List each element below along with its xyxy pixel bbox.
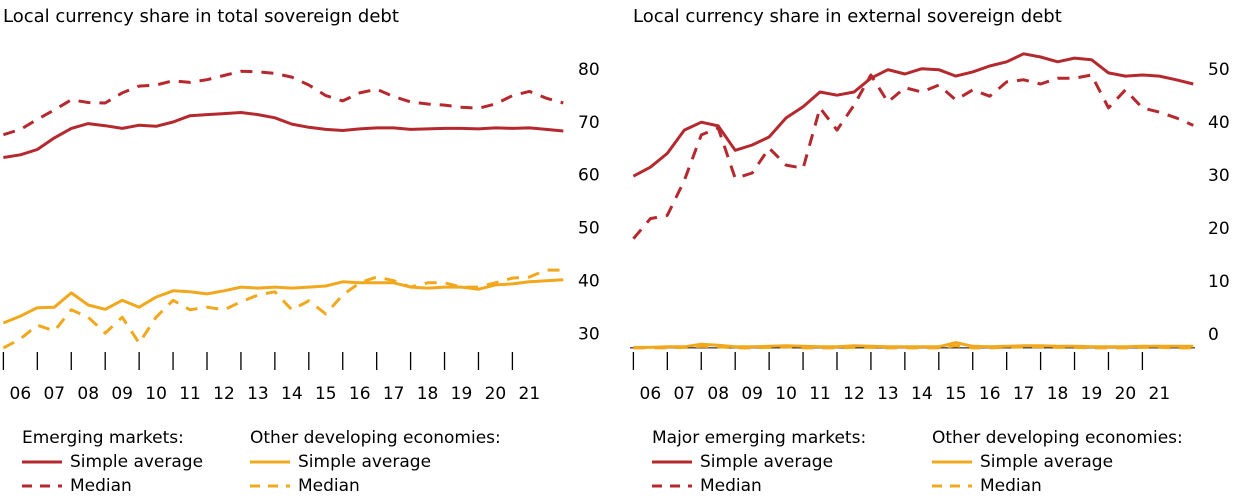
x-tick-label: 09: [111, 384, 133, 404]
legend-heading: Emerging markets:: [22, 428, 184, 448]
x-tick-label: 07: [673, 384, 695, 404]
x-tick-label: 20: [485, 384, 507, 404]
legend-label: Median: [70, 476, 132, 496]
x-tick-label: 20: [1115, 384, 1137, 404]
legend-heading: Other developing economies:: [932, 428, 1183, 448]
y-tick-label: 20: [1208, 219, 1230, 239]
y-tick-label: 40: [578, 271, 600, 291]
series-line: [632, 73, 1194, 240]
legend-label: Simple average: [980, 452, 1113, 472]
x-tick-label: 12: [213, 384, 235, 404]
legend-label: Simple average: [700, 452, 833, 472]
x-tick-label: 13: [877, 384, 899, 404]
x-tick-label: 10: [145, 384, 167, 404]
x-tick-label: 16: [979, 384, 1001, 404]
x-tick-label: 09: [741, 384, 763, 404]
x-tick-label: 08: [77, 384, 99, 404]
y-tick-label: 60: [578, 166, 600, 186]
x-tick-label: 11: [179, 384, 201, 404]
legend-label: Simple average: [70, 452, 203, 472]
x-tick-label: 14: [281, 384, 303, 404]
x-tick-label: 11: [809, 384, 831, 404]
x-tick-label: 19: [1081, 384, 1103, 404]
y-tick-label: 30: [578, 324, 600, 344]
series-line: [632, 52, 1194, 178]
series-line: [633, 344, 1194, 350]
x-tick-label: 15: [315, 384, 337, 404]
y-tick-label: 70: [578, 113, 600, 133]
series-line: [3, 111, 564, 159]
y-tick-label: 30: [1208, 166, 1230, 186]
x-tick-label: 07: [43, 384, 65, 404]
x-tick-label: 06: [10, 384, 32, 404]
legend-label: Median: [298, 476, 360, 496]
x-tick-label: 06: [640, 384, 662, 404]
x-tick-label: 16: [349, 384, 371, 404]
legend-heading: Major emerging markets:: [652, 428, 866, 448]
y-tick-label: 80: [578, 60, 600, 80]
x-tick-label: 12: [843, 384, 865, 404]
x-tick-label: 18: [1047, 384, 1069, 404]
series-line: [2, 268, 564, 350]
legend-label: Simple average: [298, 452, 431, 472]
x-tick-label: 15: [945, 384, 967, 404]
y-tick-label: 40: [1208, 113, 1230, 133]
x-tick-label: 17: [383, 384, 405, 404]
chart-title: Local currency share in total sovereign …: [3, 6, 399, 27]
legend-label: Median: [700, 476, 762, 496]
y-tick-label: 50: [578, 219, 600, 239]
legend-label: Median: [980, 476, 1042, 496]
x-tick-label: 21: [519, 384, 541, 404]
legend-heading: Other developing economies:: [250, 428, 501, 448]
x-tick-label: 21: [1149, 384, 1171, 404]
x-tick-label: 18: [417, 384, 439, 404]
x-tick-label: 17: [1013, 384, 1035, 404]
x-tick-label: 14: [911, 384, 933, 404]
y-tick-label: 50: [1208, 60, 1230, 80]
y-tick-label: 0: [1208, 325, 1219, 345]
x-tick-label: 08: [707, 384, 729, 404]
x-tick-label: 10: [775, 384, 797, 404]
series-line: [2, 69, 564, 137]
y-tick-label: 10: [1208, 272, 1230, 292]
x-tick-label: 19: [451, 384, 473, 404]
chart-title: Local currency share in external soverei…: [633, 6, 1062, 27]
x-tick-label: 13: [247, 384, 269, 404]
